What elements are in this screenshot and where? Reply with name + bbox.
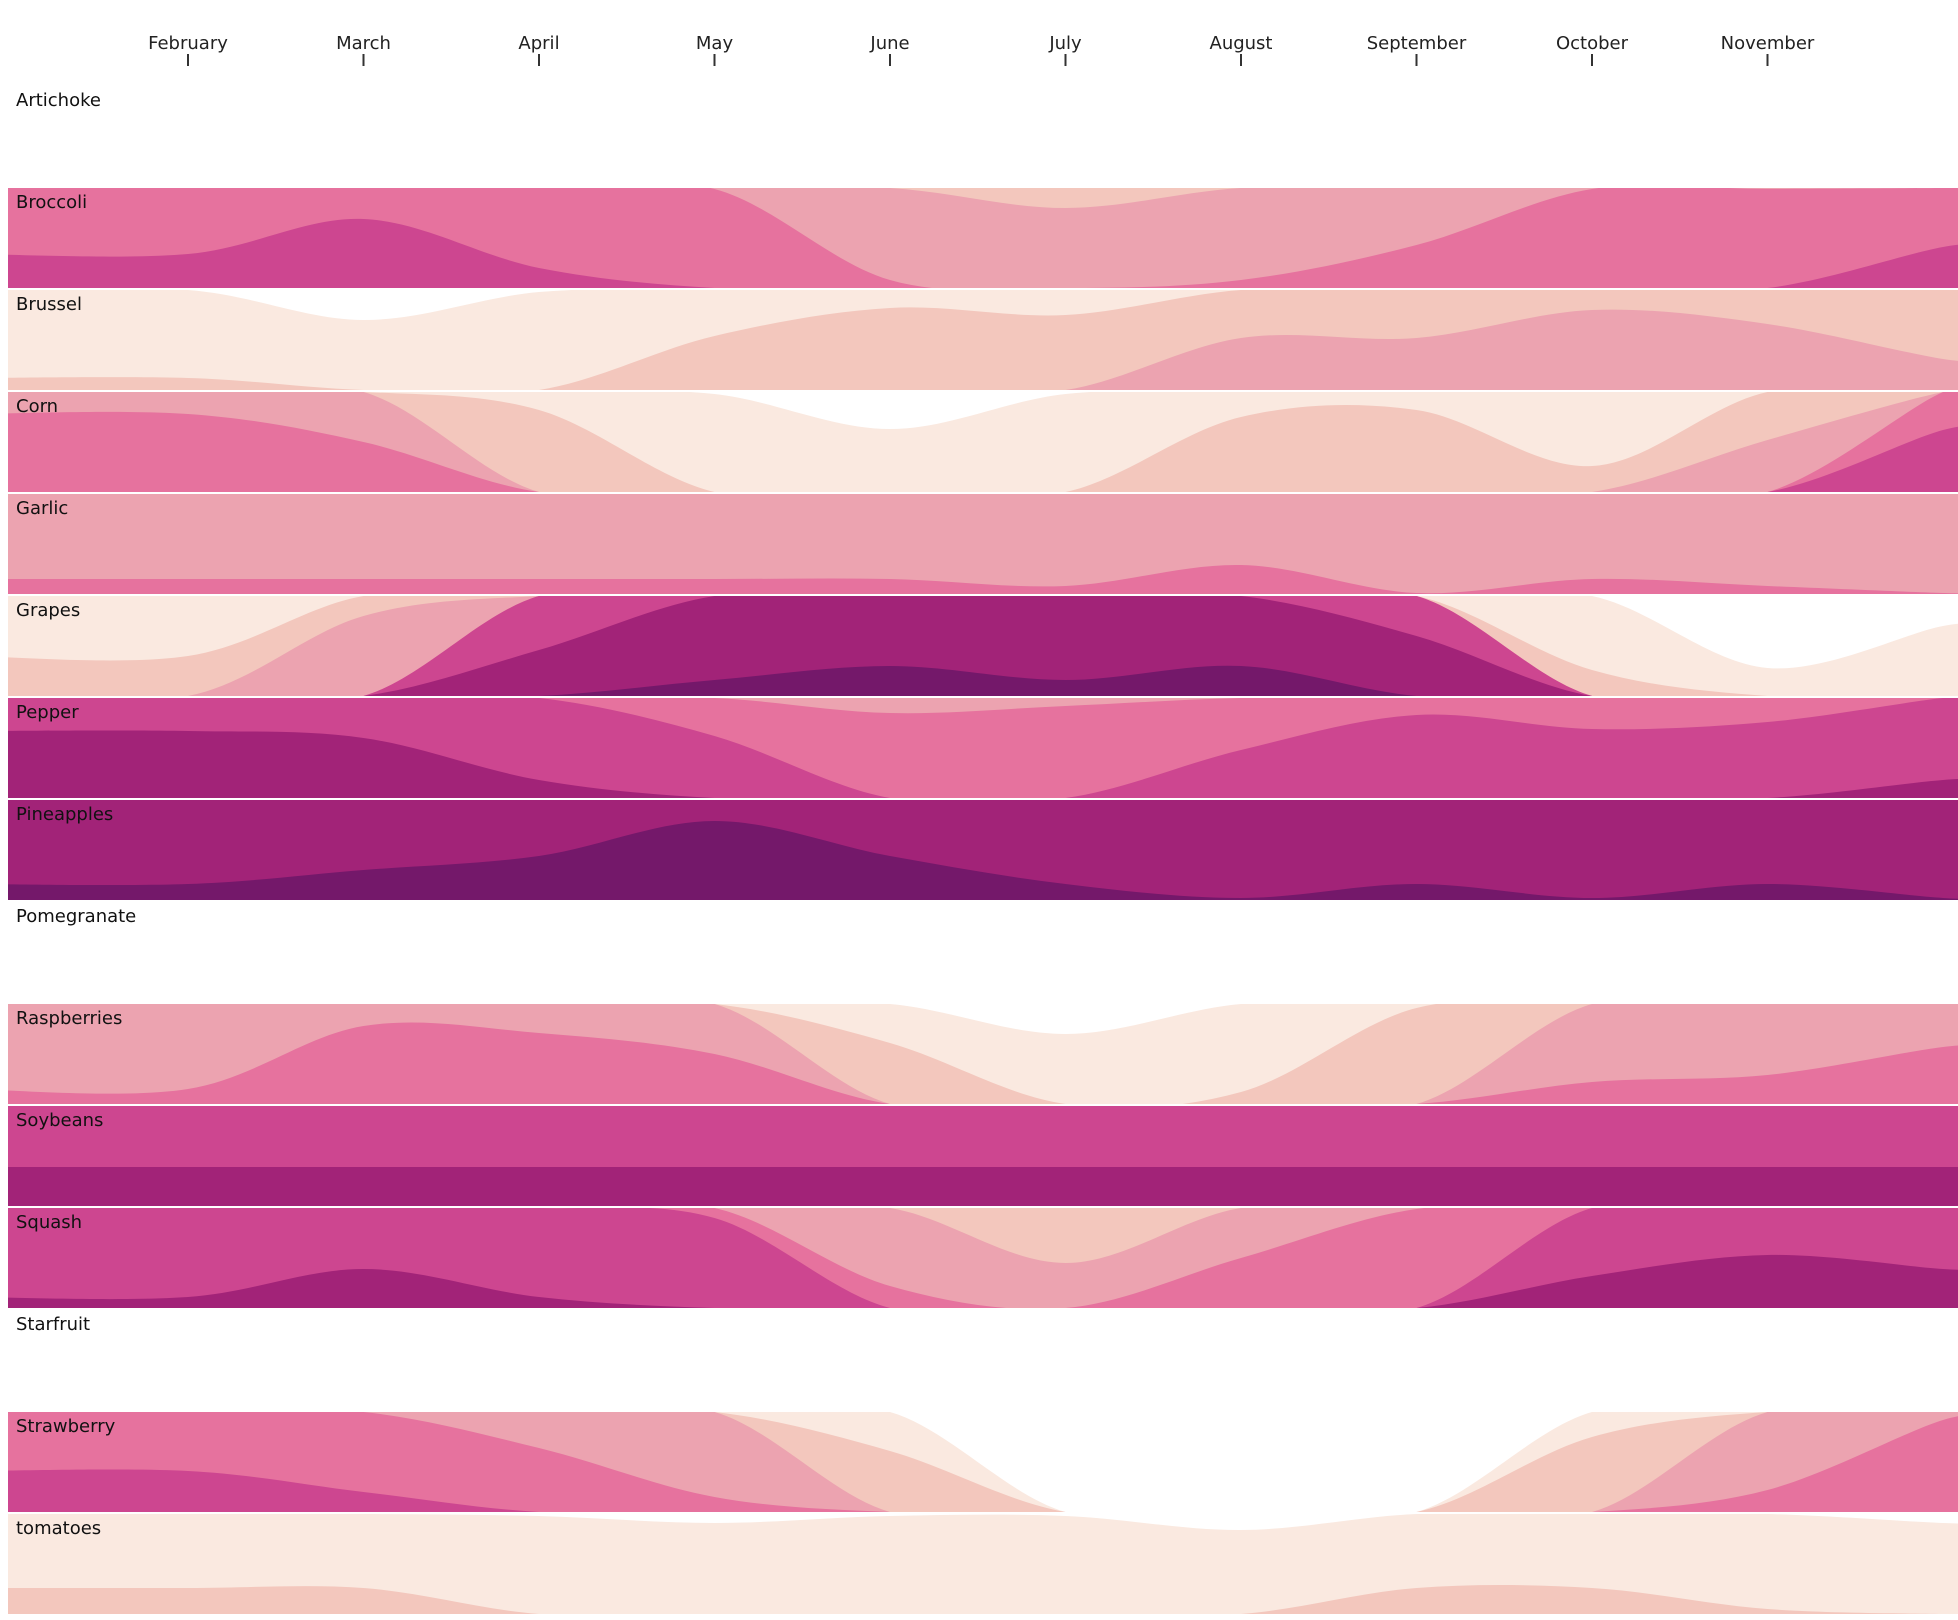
row-bands (8, 290, 1958, 390)
horizon-band-6 (8, 596, 1958, 696)
row-bands (8, 494, 1958, 594)
horizon-band-5 (8, 1208, 1958, 1308)
row-pomegranate: Pomegranate (16, 906, 136, 927)
horizon-band-6 (8, 730, 1958, 798)
row-label: Broccoli (16, 192, 87, 213)
row-pineapples: Pineapples (8, 800, 1958, 900)
row-label: Starfruit (16, 1314, 90, 1335)
horizon-band-5 (8, 218, 1958, 288)
horizon-band-5 (8, 1469, 1958, 1512)
month-label-july: July (1048, 33, 1082, 54)
month-label-september: September (1367, 33, 1467, 54)
horizon-band-4 (8, 564, 1958, 594)
row-label: Brussel (16, 294, 82, 315)
month-label-august: August (1210, 33, 1273, 54)
row-tomatoes: tomatoes (8, 1514, 1958, 1614)
month-label-october: October (1556, 33, 1629, 54)
row-bands (8, 1004, 1958, 1104)
horizon-band-3 (8, 494, 1958, 594)
row-garlic: Garlic (8, 494, 1958, 594)
horizon-band-7 (8, 665, 1958, 696)
row-label: Corn (16, 396, 58, 417)
horizon-band-6 (8, 1254, 1958, 1308)
row-bands (8, 1514, 1958, 1614)
row-label: Grapes (16, 600, 80, 621)
row-label: Soybeans (16, 1110, 103, 1131)
row-label: Pomegranate (16, 906, 136, 927)
row-bands (8, 698, 1958, 798)
month-label-november: November (1721, 33, 1815, 54)
x-axis: February March April May June July August Septe… (148, 33, 1815, 66)
row-bands (8, 1208, 1958, 1308)
row-starfruit: Starfruit (16, 1314, 90, 1335)
row-label: Garlic (16, 498, 68, 519)
row-bands (8, 596, 1958, 696)
row-broccoli: Broccoli (8, 188, 1958, 288)
row-label: Artichoke (16, 90, 101, 111)
horizon-band-7 (8, 821, 1958, 900)
horizon-band-6 (8, 1166, 1958, 1206)
month-label-march: March (336, 33, 391, 54)
row-label: Pepper (16, 702, 79, 723)
row-label: Squash (16, 1212, 82, 1233)
row-bands (8, 1412, 1958, 1512)
row-brussel: Brussel (8, 290, 1958, 390)
horizon-band-2 (8, 392, 1958, 492)
chart-rows: Artichoke Broccoli Brussel Corn Garlic Grapes… (8, 90, 1958, 1614)
row-corn: Corn (8, 392, 1958, 492)
horizon-band-4 (8, 1412, 1958, 1512)
row-artichoke: Artichoke (16, 90, 101, 111)
row-bands (8, 392, 1958, 492)
month-label-june: June (869, 33, 909, 54)
row-label: tomatoes (16, 1518, 101, 1539)
horizon-band-2 (8, 1585, 1958, 1614)
row-squash: Squash (8, 1208, 1958, 1308)
row-grapes: Grapes (8, 596, 1958, 696)
horizon-band-4 (8, 1022, 1958, 1104)
row-label: Strawberry (16, 1416, 116, 1437)
row-bands (8, 188, 1958, 288)
month-label-may: May (696, 33, 734, 54)
row-soybeans: Soybeans (8, 1106, 1958, 1206)
row-strawberry: Strawberry (8, 1412, 1958, 1512)
row-bands (8, 800, 1958, 900)
month-label-february: February (148, 33, 228, 54)
row-raspberries: Raspberries (8, 1004, 1958, 1104)
row-label: Pineapples (16, 804, 113, 825)
row-bands (8, 1106, 1958, 1206)
row-pepper: Pepper (8, 698, 1958, 798)
month-label-april: April (518, 33, 559, 54)
horizon-band-4 (8, 392, 1958, 492)
row-label: Raspberries (16, 1008, 122, 1029)
horizon-band-3 (8, 309, 1958, 390)
